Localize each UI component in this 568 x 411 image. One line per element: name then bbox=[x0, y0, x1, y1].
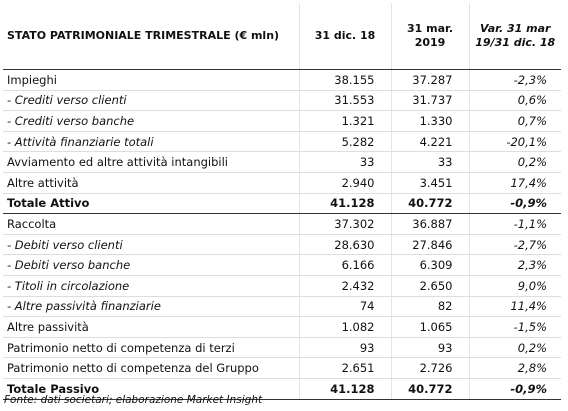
cell: 37.302 bbox=[298, 213, 391, 235]
cell: 4.221 bbox=[390, 131, 469, 153]
table-row: Patrimonio netto di competenza di terzi 9… bbox=[3, 337, 561, 359]
row-label: - Debiti verso clienti bbox=[3, 234, 299, 256]
cell: 2.650 bbox=[390, 275, 469, 297]
table-row: - Crediti verso clienti 31.553 31.737 0,6% bbox=[3, 90, 561, 112]
cell: 0,2% bbox=[468, 151, 561, 173]
row-label: Totale Passivo bbox=[3, 378, 299, 400]
column-header: STATO PATRIMONIALE TRIMESTRALE (€ mln) bbox=[3, 3, 299, 70]
header-row: STATO PATRIMONIALE TRIMESTRALE (€ mln) 31… bbox=[3, 3, 561, 70]
table-row: - Debiti verso clienti 28.630 27.846 -2,7% bbox=[3, 234, 561, 256]
cell: 93 bbox=[390, 337, 469, 359]
cell: 2.651 bbox=[298, 357, 391, 379]
cell: 1.330 bbox=[390, 110, 469, 132]
row-label: - Attività finanziarie totali bbox=[3, 131, 299, 153]
cell: 82 bbox=[390, 296, 469, 318]
cell: 41.128 bbox=[298, 193, 391, 215]
table-row: Raccolta 37.302 36.887 -1,1% bbox=[3, 213, 561, 235]
cell: 17,4% bbox=[468, 172, 561, 194]
table-row: - Titoli in circolazione 2.432 2.650 9,0% bbox=[3, 275, 561, 297]
table-row: Patrimonio netto di competenza del Grupp… bbox=[3, 357, 561, 379]
cell: 41.128 bbox=[298, 378, 391, 400]
table-row: Altre passività 1.082 1.065 -1,5% bbox=[3, 316, 561, 338]
row-label: - Crediti verso banche bbox=[3, 110, 299, 132]
table-row: - Crediti verso banche 1.321 1.330 0,7% bbox=[3, 110, 561, 132]
row-label: - Altre passività finanziarie bbox=[3, 296, 299, 318]
cell: -1,5% bbox=[468, 316, 561, 338]
cell: 2.432 bbox=[298, 275, 391, 297]
cell: -0,9% bbox=[468, 193, 561, 215]
row-label: - Debiti verso banche bbox=[3, 254, 299, 276]
cell: 5.282 bbox=[298, 131, 391, 153]
row-label: Impieghi bbox=[3, 69, 299, 91]
cell: 6.166 bbox=[298, 254, 391, 276]
cell: 31.553 bbox=[298, 90, 391, 112]
cell: -1,1% bbox=[468, 213, 561, 235]
table-row: Altre attività 2.940 3.451 17,4% bbox=[3, 172, 561, 194]
row-label: - Titoli in circolazione bbox=[3, 275, 299, 297]
row-label: Altre attività bbox=[3, 172, 299, 194]
table-row: - Altre passività finanziarie 74 82 11,4% bbox=[3, 296, 561, 318]
cell: 1.082 bbox=[298, 316, 391, 338]
cell: 40.772 bbox=[390, 378, 469, 400]
table-row: - Debiti verso banche 6.166 6.309 2,3% bbox=[3, 254, 561, 276]
row-label: Raccolta bbox=[3, 213, 299, 235]
cell: -2,3% bbox=[468, 69, 561, 91]
row-label: Avviamento ed altre attività intangibili bbox=[3, 151, 299, 173]
cell: 74 bbox=[298, 296, 391, 318]
cell: 1.065 bbox=[390, 316, 469, 338]
column-header: Var. 31 mar 19/31 dic. 18 bbox=[468, 3, 561, 70]
cell: 0,2% bbox=[468, 337, 561, 359]
row-label: - Crediti verso clienti bbox=[3, 90, 299, 112]
cell: 9,0% bbox=[468, 275, 561, 297]
cell: 2.940 bbox=[298, 172, 391, 194]
cell: 38.155 bbox=[298, 69, 391, 91]
column-header: 31 dic. 18 bbox=[298, 3, 391, 70]
cell: 2,8% bbox=[468, 357, 561, 379]
cell: 0,6% bbox=[468, 90, 561, 112]
cell: 36.887 bbox=[390, 213, 469, 235]
cell: 1.321 bbox=[298, 110, 391, 132]
cell: 2,3% bbox=[468, 254, 561, 276]
cell: 27.846 bbox=[390, 234, 469, 256]
source-note: Fonte: dati societari; elaborazione Mark… bbox=[4, 394, 263, 406]
cell: 33 bbox=[298, 151, 391, 173]
table-row: Impieghi 38.155 37.287 -2,3% bbox=[3, 69, 561, 91]
balance-table: STATO PATRIMONIALE TRIMESTRALE (€ mln) 31… bbox=[3, 3, 561, 400]
cell: 6.309 bbox=[390, 254, 469, 276]
cell: 3.451 bbox=[390, 172, 469, 194]
column-header: 31 mar. 2019 bbox=[390, 3, 469, 70]
table-row: - Attività finanziarie totali 5.282 4.221-… bbox=[3, 131, 561, 153]
table-row: Avviamento ed altre attività intangibili… bbox=[3, 151, 561, 173]
cell: 2.726 bbox=[390, 357, 469, 379]
row-label: Patrimonio netto di competenza del Grupp… bbox=[3, 357, 299, 379]
row-label: Patrimonio netto di competenza di terzi bbox=[3, 337, 299, 359]
cell: 28.630 bbox=[298, 234, 391, 256]
cell: 31.737 bbox=[390, 90, 469, 112]
cell: 0,7% bbox=[468, 110, 561, 132]
cell: -2,7% bbox=[468, 234, 561, 256]
cell: 40.772 bbox=[390, 193, 469, 215]
table-row: Totale Passivo 41.128 40.772 -0,9% bbox=[3, 378, 561, 400]
row-label: Totale Attivo bbox=[3, 193, 299, 215]
cell: 37.287 bbox=[390, 69, 469, 91]
cell: -0,9% bbox=[468, 378, 561, 400]
cell: 33 bbox=[390, 151, 469, 173]
table-row: Totale Attivo 41.128 40.772 -0,9% bbox=[3, 193, 561, 215]
row-label: Altre passività bbox=[3, 316, 299, 338]
cell: 93 bbox=[298, 337, 391, 359]
cell: -20,1% bbox=[468, 131, 561, 153]
cell: 11,4% bbox=[468, 296, 561, 318]
